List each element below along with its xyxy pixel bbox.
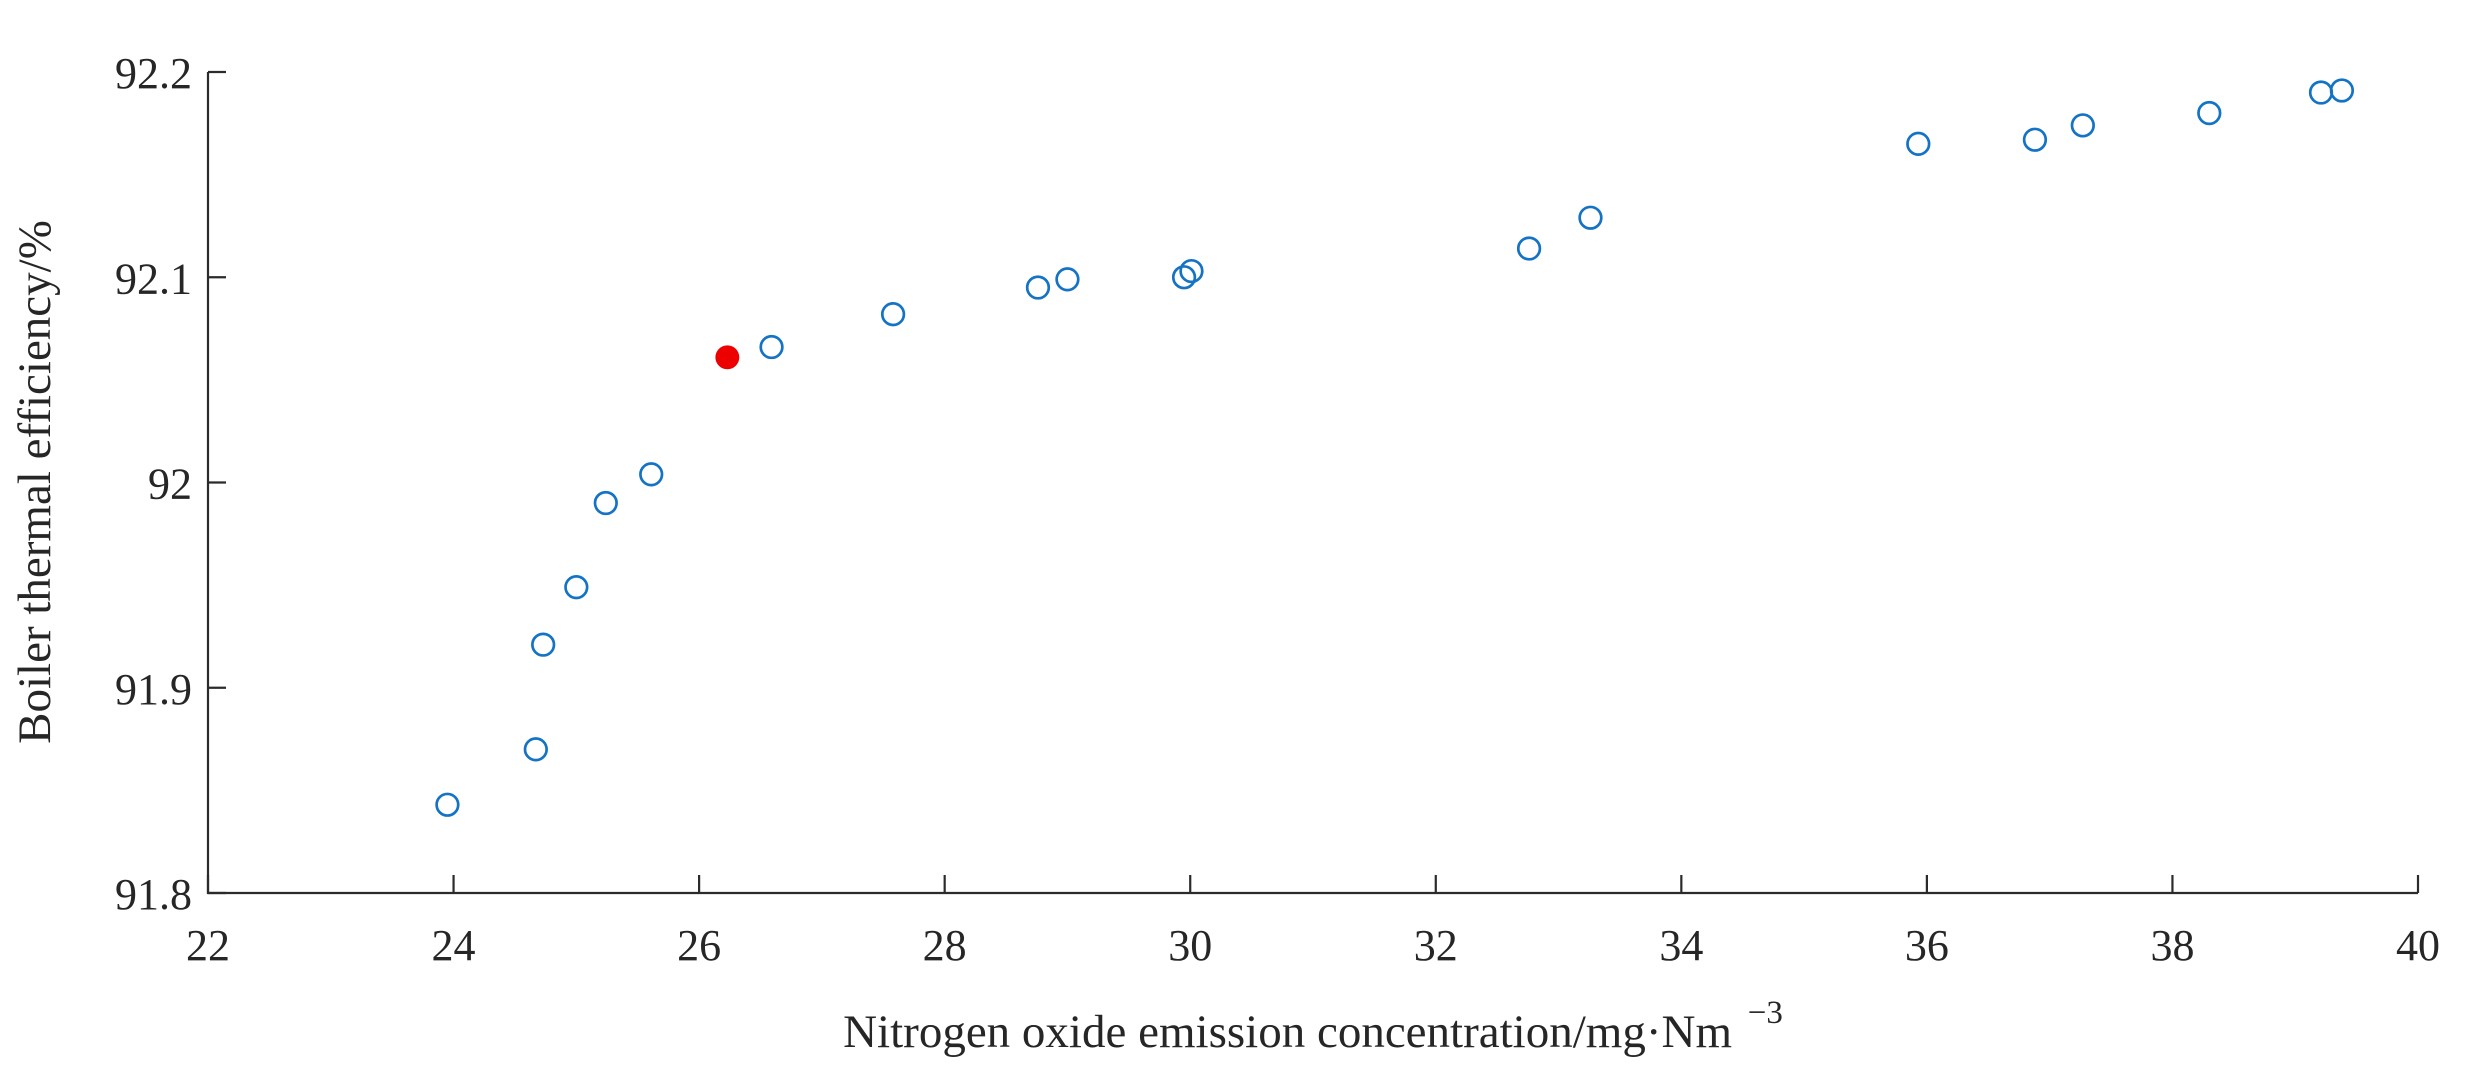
data-point	[1578, 205, 1603, 230]
data-point	[564, 575, 589, 600]
x-tick-label: 26	[677, 921, 721, 970]
data-point	[435, 792, 460, 817]
data-point	[1055, 267, 1080, 292]
data-point	[531, 632, 556, 657]
x-tick-label: 34	[1659, 921, 1703, 970]
data-point	[1171, 265, 1197, 290]
data-points	[435, 78, 2355, 817]
x-axis-title-exponent: −3	[1748, 995, 1783, 1031]
data-point	[2308, 80, 2334, 105]
data-point	[2022, 127, 2048, 152]
data-point	[639, 462, 664, 487]
x-tick-label: 40	[2396, 921, 2440, 970]
axis-lines	[206, 72, 2418, 895]
y-tick-label: 92.2	[115, 49, 192, 98]
x-axis-title-text: Nitrogen oxide emission concentration/mg…	[843, 1006, 1732, 1058]
y-tick-label: 91.9	[115, 665, 192, 714]
y-tick-label: 92	[148, 460, 192, 509]
y-tick-label: 92.1	[115, 254, 192, 303]
data-point	[880, 302, 906, 327]
x-tick-label: 30	[1168, 921, 1212, 970]
data-point	[523, 737, 548, 762]
data-point	[2070, 113, 2095, 138]
x-tick-label: 32	[1414, 921, 1458, 970]
data-point	[1516, 236, 1542, 261]
x-tick-label: 36	[1905, 921, 1949, 970]
x-tick-label: 28	[923, 921, 967, 970]
data-point	[2197, 100, 2222, 126]
data-point	[593, 490, 618, 516]
axes	[206, 72, 2418, 895]
tick-labels: 22 24 26 28 30 32 34 36 38 40 91.8 91.9 92 92.1 92.2	[115, 49, 2440, 970]
x-tick-label: 22	[186, 921, 230, 970]
highlighted-data-point	[715, 345, 740, 370]
x-tick-label: 24	[432, 921, 476, 970]
data-point	[1179, 258, 1204, 284]
data-point	[1906, 131, 1931, 156]
tick-marks	[206, 70, 2420, 895]
y-tick-label: 91.8	[115, 870, 192, 919]
y-axis-title: Boiler thermal efficiency/%	[9, 220, 61, 744]
x-axis-title: Nitrogen oxide emission concentration/mg…	[843, 995, 1783, 1058]
data-point	[759, 334, 784, 360]
data-point	[2329, 78, 2355, 103]
x-tick-label: 38	[2150, 921, 2194, 970]
data-point	[1025, 275, 1051, 300]
